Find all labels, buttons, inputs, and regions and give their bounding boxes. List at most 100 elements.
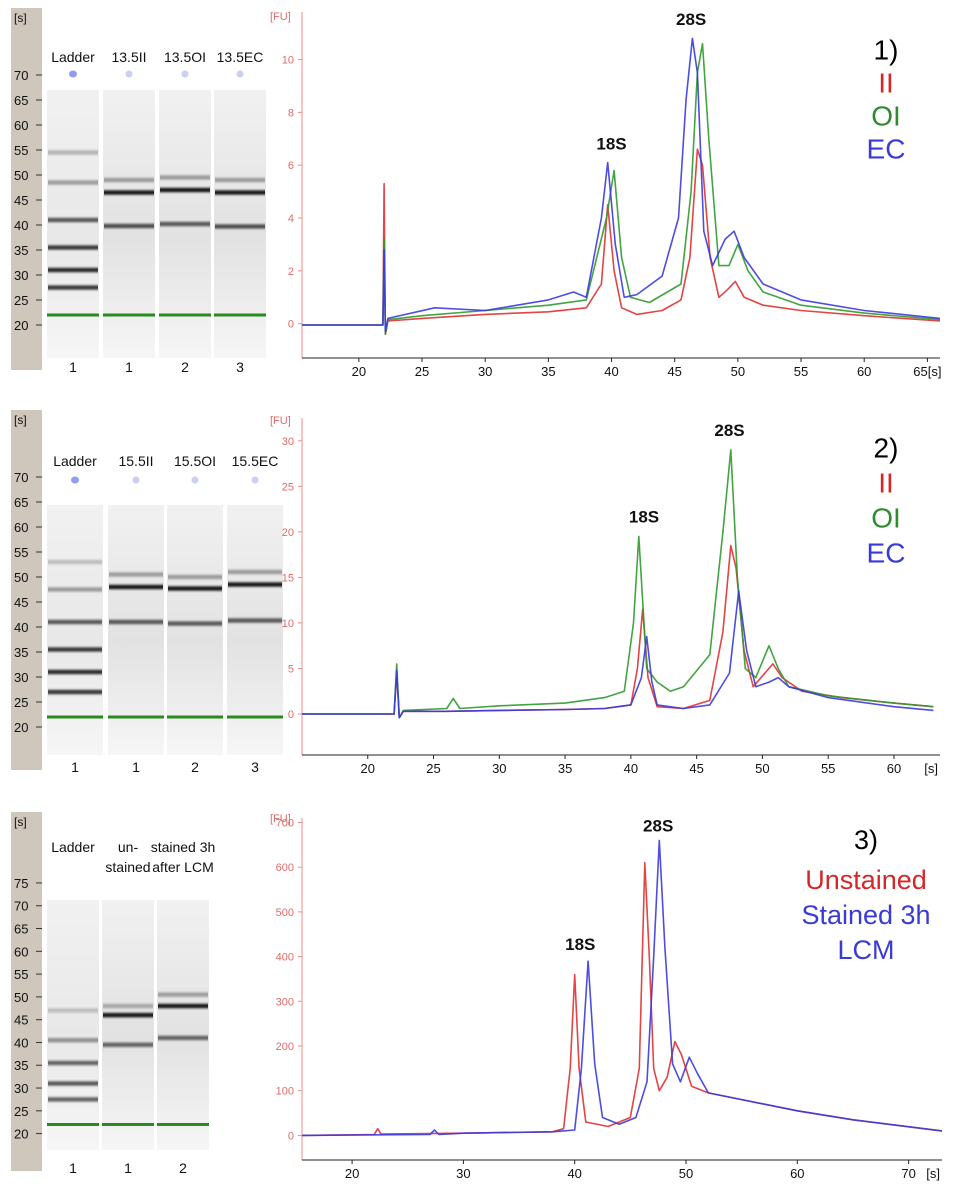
- gel-tick-label: 55: [14, 545, 28, 560]
- y-tick-label: 4: [288, 213, 294, 225]
- gel-tick-label: 45: [14, 595, 28, 610]
- x-tick-label: 20: [352, 364, 366, 379]
- legend-entry: OI: [871, 502, 901, 533]
- x-tick-label: 65[s]: [913, 364, 941, 379]
- gel-tick-label: 35: [14, 243, 28, 258]
- gel-well-dot: [69, 70, 77, 78]
- gel-lane: un-stained 1: [102, 839, 154, 1176]
- gel-lane-number: 2: [179, 1160, 187, 1176]
- gel-tick-label: 30: [14, 670, 28, 685]
- gel-lane-label-line2: stained: [105, 859, 150, 875]
- series-line-ii: [302, 148, 941, 335]
- x-tick-label: 50: [755, 761, 769, 776]
- gel-band: [48, 1081, 98, 1086]
- gel-tick-label: 20: [14, 1127, 28, 1142]
- gel-lane-background: [47, 90, 99, 358]
- gel-lane-number: 3: [251, 759, 259, 775]
- series-line-stained-3h-lcm: [301, 839, 943, 1137]
- y-tick-label: 15: [282, 572, 294, 584]
- y-tick-label: 0: [288, 709, 294, 721]
- x-tick-label: 45: [689, 761, 703, 776]
- gel-marker-band: [47, 313, 99, 317]
- gel-band: [48, 180, 98, 185]
- gel-lane-background: [227, 505, 283, 755]
- peak-label: 18S: [596, 134, 626, 153]
- gel-axis-unit: [s]: [14, 11, 27, 25]
- gel-tick-label: 25: [14, 695, 28, 710]
- x-tick-label: 30: [456, 1166, 470, 1181]
- gel-tick-label: 75: [14, 876, 28, 891]
- x-tick-label: 20: [345, 1166, 359, 1181]
- gel-axis-unit: [s]: [14, 815, 27, 829]
- peak-label: 18S: [629, 508, 659, 527]
- gel-lane-number: 3: [236, 359, 244, 375]
- gel-tick-label: 55: [14, 143, 28, 158]
- y-tick-label: 400: [276, 952, 294, 964]
- gel-well-dot: [251, 476, 259, 484]
- gel-lane-label: Ladder: [51, 49, 95, 65]
- gel-band: [109, 619, 163, 625]
- gel-lane-label: 15.5EC: [232, 453, 279, 469]
- gel-lane-background: [167, 505, 223, 755]
- gel-lane-label: Ladder: [51, 839, 95, 855]
- y-tick-label: 0: [288, 319, 294, 331]
- y-tick-label: 8: [288, 107, 294, 119]
- gel-band: [158, 1035, 208, 1041]
- gel-band: [48, 1037, 98, 1043]
- gel-lane-background: [102, 900, 154, 1150]
- gel-lane-background: [157, 900, 209, 1150]
- x-tick-label: 40: [624, 761, 638, 776]
- gel-band: [104, 190, 154, 195]
- gel-lane: 13.5II 1: [103, 49, 155, 375]
- gel-tick-label: 20: [14, 318, 28, 333]
- y-tick-label: 200: [276, 1041, 294, 1053]
- gel-lane-number: 1: [132, 759, 140, 775]
- gel-band: [103, 1042, 153, 1047]
- gel-band: [48, 1060, 98, 1066]
- gel-band: [168, 574, 222, 580]
- gel-marker-band: [227, 715, 283, 719]
- gel-band: [215, 177, 265, 183]
- y-tick-label: 10: [282, 55, 294, 67]
- y-axis-unit: [FU]: [270, 11, 291, 23]
- gel-lane-label: 15.5II: [118, 453, 153, 469]
- gel-tick-label: 50: [14, 990, 28, 1005]
- gel-tick-label: 50: [14, 168, 28, 183]
- gel-lane-label: 13.5II: [111, 49, 146, 65]
- gel-axis-unit: [s]: [14, 413, 27, 427]
- gel-band: [48, 267, 98, 273]
- x-tick-label: 40: [567, 1166, 581, 1181]
- gel-tick-label: 25: [14, 293, 28, 308]
- x-tick-label: 50: [679, 1166, 693, 1181]
- gel-well-dot: [71, 476, 79, 484]
- gel-tick-label: 30: [14, 1081, 28, 1096]
- gel-tick-label: 45: [14, 1013, 28, 1028]
- gel-tick-label: 40: [14, 1035, 28, 1050]
- gel-band: [48, 150, 98, 155]
- y-tick-label: 20: [282, 527, 294, 539]
- series-line-oi: [302, 449, 934, 719]
- series-line-ec: [302, 37, 941, 333]
- gel-lane-background: [108, 505, 164, 755]
- x-tick-label: 60: [887, 761, 901, 776]
- gel-tick-label: 60: [14, 520, 28, 535]
- electropherogram-panel-2: [FU] 0 5 10 15 20 25 30 20 25 30 35 40 45 50 55 60 [s] 18S…: [270, 415, 940, 776]
- gel-lane-label: 15.5OI: [174, 453, 216, 469]
- gel-tick-label: 35: [14, 645, 28, 660]
- x-tick-label: 60: [857, 364, 871, 379]
- legend-entry: EC: [867, 537, 906, 568]
- gel-marker-band: [108, 715, 164, 719]
- gel-lane: 15.5EC 3: [227, 453, 283, 775]
- gel-lane: Ladder 1: [47, 49, 99, 375]
- gel-band: [48, 619, 102, 625]
- gel-band: [215, 224, 265, 229]
- y-tick-label: 500: [276, 907, 294, 919]
- gel-tick-label: 40: [14, 620, 28, 635]
- gel-tick-label: 70: [14, 68, 28, 83]
- gel-well-dot: [236, 70, 244, 78]
- x-tick-label: 25: [426, 761, 440, 776]
- gel-band: [158, 1003, 208, 1009]
- gel-band: [48, 559, 102, 565]
- gel-band: [104, 177, 154, 183]
- gel-lane-label: Ladder: [53, 453, 97, 469]
